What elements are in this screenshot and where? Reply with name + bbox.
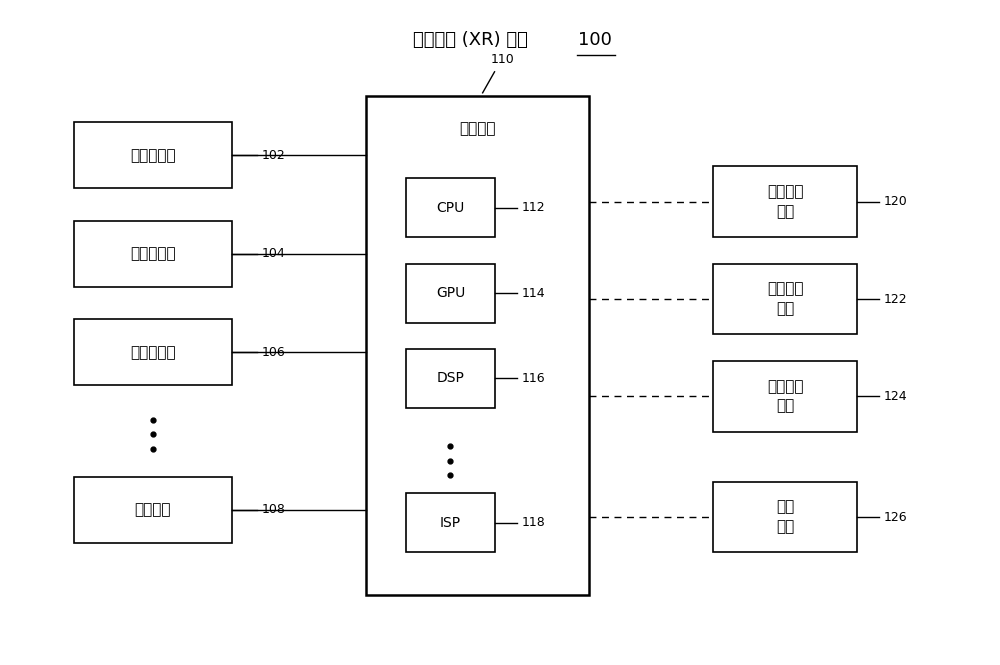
- Text: 114: 114: [522, 287, 545, 300]
- FancyBboxPatch shape: [366, 96, 589, 595]
- Text: 104: 104: [262, 247, 286, 260]
- FancyBboxPatch shape: [406, 178, 495, 237]
- FancyBboxPatch shape: [74, 122, 232, 188]
- Text: 其它传感器: 其它传感器: [130, 344, 176, 360]
- Text: 扩展现实 (XR) 系统: 扩展现实 (XR) 系统: [413, 31, 528, 49]
- Text: 120: 120: [884, 196, 908, 208]
- Text: 图像处理
引擎: 图像处理 引擎: [767, 379, 803, 414]
- Text: 渲染
引擎: 渲染 引擎: [776, 499, 794, 535]
- FancyBboxPatch shape: [406, 263, 495, 323]
- Text: 126: 126: [884, 511, 907, 523]
- Text: 惯性传感器: 惯性传感器: [130, 246, 176, 261]
- Text: 102: 102: [262, 149, 286, 162]
- Text: 扩展现实
引擎: 扩展现实 引擎: [767, 184, 803, 219]
- FancyBboxPatch shape: [74, 319, 232, 385]
- Text: 110: 110: [491, 53, 514, 66]
- Text: 122: 122: [884, 293, 907, 305]
- Text: 图像传感器: 图像传感器: [130, 148, 176, 163]
- FancyBboxPatch shape: [74, 221, 232, 287]
- Text: 108: 108: [262, 503, 286, 516]
- Text: ISP: ISP: [440, 516, 461, 530]
- FancyBboxPatch shape: [713, 360, 857, 432]
- Text: 计算组件: 计算组件: [459, 122, 496, 136]
- FancyBboxPatch shape: [713, 481, 857, 553]
- Text: 存储装置: 存储装置: [135, 502, 171, 517]
- Text: 106: 106: [262, 346, 286, 358]
- FancyBboxPatch shape: [713, 166, 857, 237]
- Text: 116: 116: [522, 372, 545, 385]
- Text: 界面管理
引擎: 界面管理 引擎: [767, 281, 803, 317]
- Text: 124: 124: [884, 390, 907, 403]
- Text: 112: 112: [522, 201, 545, 214]
- Text: 100: 100: [578, 31, 612, 49]
- FancyBboxPatch shape: [406, 493, 495, 553]
- FancyBboxPatch shape: [713, 263, 857, 334]
- Text: GPU: GPU: [436, 286, 465, 300]
- Text: 118: 118: [522, 517, 546, 529]
- FancyBboxPatch shape: [74, 477, 232, 543]
- FancyBboxPatch shape: [406, 349, 495, 408]
- Text: CPU: CPU: [436, 201, 465, 215]
- Text: DSP: DSP: [436, 372, 464, 386]
